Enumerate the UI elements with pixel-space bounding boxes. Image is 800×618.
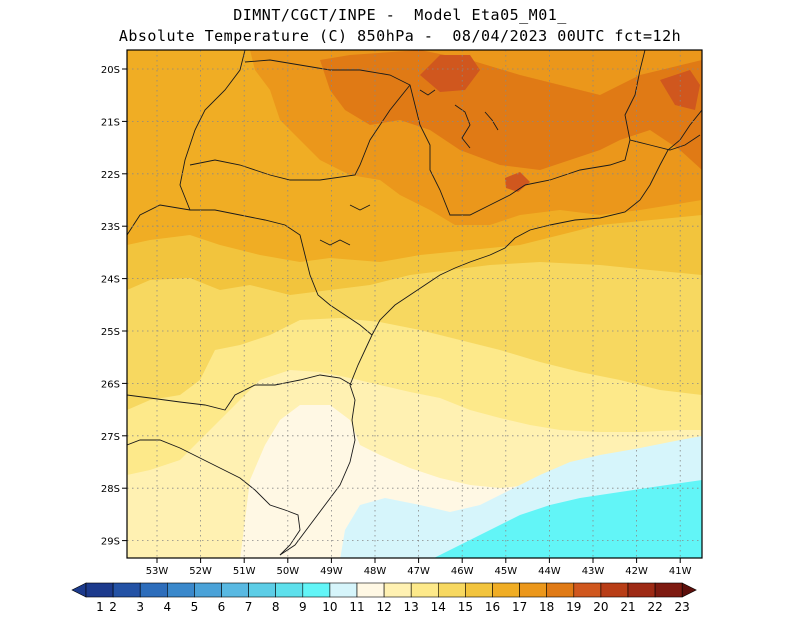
colorbar-label: 7 <box>245 600 253 614</box>
temp-band-19a <box>420 55 480 92</box>
colorbar-segment <box>302 582 331 598</box>
colorbar-segment <box>410 582 439 598</box>
colorbar-label: 22 <box>647 600 662 614</box>
colorbar-segment <box>221 582 249 598</box>
colorbar-label: 14 <box>431 600 446 614</box>
temperature-field <box>127 50 702 558</box>
coastline <box>279 109 702 556</box>
colorbar-segment <box>383 582 412 598</box>
longitude-axis: 53W 52W 51W 50W 49W 48W 47W 46W 45W 44W 43W 42W 41W <box>146 558 692 577</box>
colorbar-segment <box>437 582 466 598</box>
colorbar-segment <box>573 582 602 598</box>
state-border-6 <box>189 84 411 181</box>
temp-band-19c <box>505 172 530 192</box>
colorbar-segment <box>465 582 493 598</box>
colorbar-label: 1 <box>96 600 104 614</box>
colorbar-segment <box>194 582 222 598</box>
colorbar-segment <box>356 582 385 598</box>
colorbar-label: 2 <box>109 600 117 614</box>
colorbar-segment <box>329 582 358 598</box>
colorbar-label: 17 <box>512 600 527 614</box>
lon-tick-label: 51W <box>233 566 256 577</box>
state-border-7 <box>524 50 646 186</box>
latitude-axis: 20S 21S 22S 23S 24S 25S 26S 27S 28S 29S <box>101 65 127 548</box>
lon-tick-label: 48W <box>364 566 387 577</box>
colorbar: 1 2 3 4 5 6 7 8 9 10 11 12 13 14 15 16 17 18 19 20 21 22 23 <box>71 582 697 614</box>
colorbar-segment <box>492 582 520 598</box>
lon-tick-label: 41W <box>669 566 692 577</box>
lon-tick-label: 46W <box>451 566 474 577</box>
colorbar-segment <box>139 582 168 598</box>
lat-tick-label: 20S <box>101 65 120 76</box>
colorbar-label: 6 <box>218 600 226 614</box>
state-border-1 <box>127 204 373 336</box>
state-border-8 <box>629 134 701 151</box>
colorbar-label: 15 <box>458 600 473 614</box>
colorbar-segment <box>546 582 575 598</box>
colorbar-label: 8 <box>272 600 280 614</box>
colorbar-arrow-right <box>681 582 697 598</box>
lat-tick-label: 22S <box>101 170 120 181</box>
lon-tick-label: 47W <box>407 566 430 577</box>
colorbar-segment <box>627 582 656 598</box>
colorbar-segment <box>654 582 683 598</box>
temp-band-18 <box>320 50 702 170</box>
title-line-2: Absolute Temperature (C) 850hPa - 08/04/… <box>118 27 682 45</box>
colorbar-segment <box>167 582 195 598</box>
lon-tick-label: 49W <box>320 566 343 577</box>
colorbar-arrow-left <box>71 582 87 598</box>
colorbar-label: 9 <box>299 600 307 614</box>
colorbar-label: 20 <box>593 600 608 614</box>
colorbar-segment <box>112 582 141 598</box>
colorbar-segment <box>600 582 629 598</box>
lon-tick-label: 45W <box>494 566 517 577</box>
lat-tick-label: 25S <box>101 327 120 338</box>
state-border-2 <box>127 374 353 411</box>
colorbar-segment <box>248 582 277 598</box>
lon-tick-label: 44W <box>538 566 561 577</box>
lat-tick-label: 21S <box>101 117 120 128</box>
lat-tick-label: 28S <box>101 484 120 495</box>
coastline-borders <box>127 50 702 556</box>
title-line-1: DIMNT/CGCT/INPE - Model Eta05_M01_ <box>233 6 567 24</box>
colorbar-label: 5 <box>191 600 199 614</box>
plot-frame <box>126 49 703 559</box>
state-border-5 <box>244 59 526 216</box>
lon-tick-label: 53W <box>146 566 169 577</box>
lon-tick-label: 52W <box>189 566 212 577</box>
colorbar-label: 16 <box>485 600 500 614</box>
colorbar-label: 11 <box>349 600 364 614</box>
colorbar-label: 18 <box>539 600 554 614</box>
lat-tick-label: 27S <box>101 432 120 443</box>
lon-tick-label: 50W <box>276 566 299 577</box>
colorbar-label: 3 <box>136 600 144 614</box>
lat-tick-label: 23S <box>101 222 120 233</box>
colorbar-label: 4 <box>163 600 171 614</box>
colorbar-label: 23 <box>675 600 690 614</box>
lon-tick-label: 43W <box>582 566 605 577</box>
colorbar-label: 12 <box>376 600 391 614</box>
state-border-4 <box>179 50 246 211</box>
colorbar-label: 21 <box>620 600 635 614</box>
lat-tick-label: 26S <box>101 379 120 390</box>
state-border-3 <box>127 439 301 556</box>
colorbar-segment <box>275 582 304 598</box>
temp-band-9 <box>434 480 702 558</box>
lon-tick-label: 42W <box>625 566 648 577</box>
reservoir-lines <box>319 89 499 246</box>
lat-tick-label: 24S <box>101 275 120 286</box>
colorbar-segment <box>519 582 547 598</box>
colorbar-label: 10 <box>322 600 337 614</box>
lat-tick-label: 29S <box>101 537 120 548</box>
colorbar-segment <box>85 582 114 598</box>
colorbar-label: 19 <box>566 600 581 614</box>
colorbar-label: 13 <box>404 600 419 614</box>
graticule <box>127 50 702 558</box>
